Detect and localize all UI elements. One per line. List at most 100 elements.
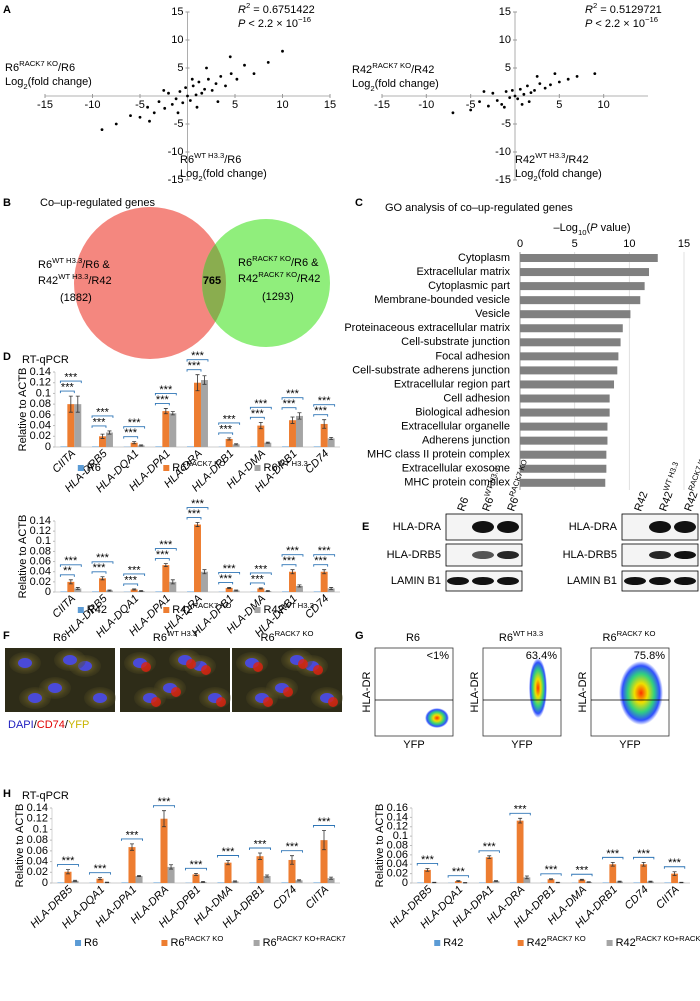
significance-label: ** (63, 565, 72, 577)
text-segment: R6 (264, 462, 278, 474)
bar (520, 366, 618, 375)
blot-band (447, 577, 469, 585)
error-bar (137, 875, 142, 877)
y-axis-label: Relative to ACTB (14, 804, 26, 888)
significance-label: *** (191, 498, 205, 510)
text-segment: R42 (682, 490, 700, 513)
significance-label: *** (421, 854, 435, 866)
point (535, 75, 539, 78)
significance-bracket (88, 872, 112, 875)
significance-label: *** (545, 864, 559, 876)
y-axis-label: Log2(fold change) (352, 78, 439, 93)
blot-band (497, 577, 519, 585)
significance-label: *** (96, 552, 110, 564)
point (181, 101, 185, 105)
point (170, 103, 174, 106)
cd74-signal (201, 665, 211, 675)
text-segment: /R42 (88, 275, 111, 287)
row-label: HLA-DRB5 (387, 549, 441, 561)
point (566, 77, 570, 81)
bar (520, 450, 607, 459)
bar (327, 878, 335, 883)
text-segment: /R42 (297, 273, 320, 285)
text-segment: 2 (533, 174, 537, 183)
text-segment: < 2.2 × 10 (245, 18, 298, 30)
point (478, 100, 481, 103)
bar (200, 380, 208, 447)
point (216, 100, 220, 103)
x-tick-label: 15 (678, 238, 690, 250)
sample-label: R6 (406, 632, 420, 644)
text-segment: R6 (38, 259, 52, 271)
significance-bracket (123, 426, 146, 429)
bar (492, 881, 500, 883)
error-bar (265, 874, 270, 878)
significance-bracket (154, 548, 177, 551)
bar (282, 446, 290, 447)
text-segment: 2 (23, 82, 27, 91)
y-axis-label: HLA-DR (361, 671, 373, 712)
point (176, 111, 180, 115)
significance-bracket (123, 573, 146, 576)
statistic: P < 2.2 × 10−16 (238, 15, 311, 30)
significance-label: *** (61, 382, 75, 394)
panel-letter: D (3, 351, 11, 363)
bar (169, 581, 177, 592)
text-segment: R42 (264, 604, 284, 616)
error-bar (195, 522, 200, 527)
significance-label: *** (314, 555, 328, 567)
significance-bracket (218, 432, 234, 435)
text-segment: (fold change) (203, 168, 267, 180)
point (194, 93, 198, 97)
bar (67, 581, 75, 592)
point (190, 77, 194, 81)
statistic: R2 = 0.6751422 (238, 1, 315, 16)
error-bar (425, 868, 430, 872)
significance-label: *** (124, 574, 138, 586)
text-segment: WT H3.3 (513, 629, 543, 638)
nucleus (93, 693, 107, 703)
cd74-signal (313, 665, 323, 675)
text-segment: R6 (170, 937, 184, 949)
significance-bracket (281, 407, 297, 410)
bar (520, 478, 606, 487)
y-tick-label: -5 (501, 118, 511, 130)
bar (128, 847, 136, 883)
text-segment: P (238, 18, 246, 30)
text-segment: R6 (53, 632, 67, 644)
bar (281, 882, 289, 883)
significance-bracket (186, 369, 202, 372)
bar (57, 882, 65, 883)
y-tick-label: 0.1 (393, 830, 408, 842)
y-tick-label: 0 (402, 877, 408, 889)
error-bar (132, 441, 137, 445)
text-segment: /R6 (224, 154, 241, 166)
significance-bracket (59, 564, 82, 567)
error-bar (195, 374, 200, 392)
cell-density (619, 661, 663, 725)
bar (516, 820, 524, 883)
error-bar (107, 430, 112, 435)
bar (99, 436, 106, 447)
error-bar (641, 861, 646, 867)
significance-bracket (120, 838, 144, 841)
error-bar (579, 878, 584, 881)
bar (135, 876, 143, 883)
category-label: Extracellular matrix (416, 266, 510, 278)
point (186, 94, 189, 98)
significance-bracket (218, 581, 234, 585)
bar (320, 571, 328, 592)
y-tick-label: -10 (495, 146, 511, 158)
point (188, 99, 192, 102)
bar (640, 864, 648, 883)
point (510, 89, 514, 92)
text-segment: WT H3.3 (284, 601, 314, 610)
bar (520, 436, 608, 445)
point (243, 63, 246, 67)
category-label: Biological adhesion (415, 406, 510, 418)
x-axis-label: –Log10(P value) (553, 222, 630, 237)
significance-label: *** (156, 549, 170, 561)
cd74-signal (216, 697, 226, 707)
bar (520, 282, 645, 291)
